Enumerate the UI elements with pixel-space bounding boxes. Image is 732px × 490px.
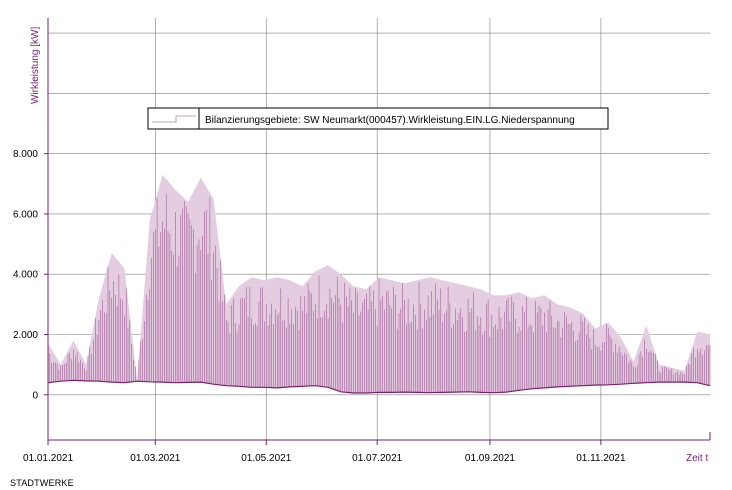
x-tick-label: 01.07.2021	[352, 453, 402, 464]
plot-area	[47, 174, 711, 394]
x-tick-label: 01.03.2021	[130, 453, 180, 464]
x-tick-label: 01.11.2021	[576, 453, 626, 464]
x-tick-label: 01.09.2021	[465, 453, 515, 464]
y-tick-label: 2.000	[13, 330, 38, 341]
legend-box	[147, 107, 609, 130]
footer-text: STADTWERKE	[10, 478, 74, 488]
y-tick-label: 0	[32, 390, 38, 401]
y-tick-labels: 0 2.000 4.000 6.000 8.000	[13, 149, 38, 401]
y-axis-title: Wirkleistung [kW]	[30, 27, 41, 104]
legend-swatch	[152, 115, 196, 123]
legend: Bilanzierungsgebiete: SW Neumarkt(000457…	[147, 107, 609, 130]
x-axis-title: Zeit t	[686, 453, 708, 464]
y-tick-label: 8.000	[13, 149, 38, 160]
y-tick-label: 4.000	[13, 270, 38, 281]
series-baseline	[47, 379, 711, 394]
axes	[44, 18, 711, 445]
x-tick-label: 01.05.2021	[241, 453, 291, 464]
y-tick-label: 6.000	[13, 209, 38, 220]
legend-label: Bilanzierungsgebiete: SW Neumarkt(000457…	[205, 115, 575, 126]
x-tick-labels: 01.01.2021 01.03.2021 01.05.2021 01.07.2021…	[23, 453, 626, 464]
x-tick-label: 01.01.2021	[23, 453, 73, 464]
